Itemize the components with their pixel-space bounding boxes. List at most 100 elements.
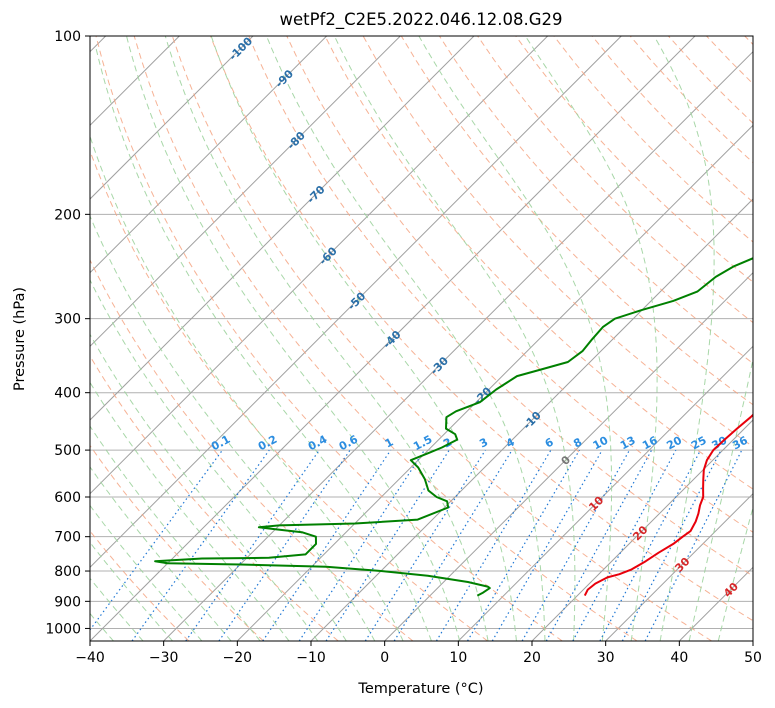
y-tick-label: 800 [54,564,81,580]
mixing-ratio-line [364,449,486,641]
isotherm-line [678,566,753,641]
isotherm-line [752,640,753,641]
y-tick-label: 500 [54,443,81,459]
moist-adiabat-line [653,36,715,641]
y-tick-label: 100 [54,29,81,45]
dewpoint-profile-line [154,257,753,597]
moist-adiabat-line [164,36,489,641]
x-tick-label: 0 [380,650,389,666]
y-axis-label: Pressure (hPa) [12,287,28,391]
dry-adiabat-line [477,36,753,324]
moist-adiabat-line [266,36,546,641]
dry-adiabat-line [668,36,753,124]
x-tick-label: 40 [670,650,688,666]
dry-adiabat-line [591,36,753,203]
moist-adiabat-line [90,134,404,641]
isotherm-line [90,36,549,495]
mixing-ratio-line [298,449,425,641]
dry-adiabat-label: -80 [285,129,308,152]
mixing-ratio-label: 6 [543,435,556,450]
isotherm-line [605,492,753,641]
moist-adiabat-line [90,214,376,641]
mixing-ratio-line [131,449,270,641]
mixing-ratio-label: 25 [689,434,709,453]
moist-adiabat-line [90,504,203,641]
y-tick-label: 400 [54,386,81,402]
isotherm-line [90,36,328,274]
y-axis: 100 200 300 400 500 600 700 800 900 1000 [45,29,90,637]
chart-title: wetPf2_C2E5.2022.046.12.08.G29 [279,10,562,30]
moist-adiabat-line [95,48,432,641]
mixing-ratio-label: 4 [504,435,517,450]
x-tick-label: 20 [523,650,541,666]
y-tick-label: 700 [54,530,81,546]
x-tick-label: 10 [449,650,467,666]
plot-frame [89,35,754,642]
dry-adiabat-line [210,36,753,622]
x-axis: −40 −30 −20 −10 0 10 20 30 40 50 [75,641,762,666]
mixing-ratio-line [325,449,450,641]
dry-adiabat-line [90,530,190,641]
isotherm-line [163,50,753,641]
moist-adiabat-line [524,36,658,641]
moist-adiabat-line [333,36,576,641]
isotherm-line [90,36,254,200]
moist-adiabat-line [90,541,173,641]
dry-adiabat-line [706,36,753,85]
mixing-ratio-line [218,449,351,641]
dry-adiabat-line [90,258,414,641]
isotherm-line [90,36,401,348]
mixing-ratio-line [185,449,320,641]
dry-adiabat-line [515,36,753,283]
isotherm-line [90,36,622,569]
mixing-ratio-line [393,449,513,641]
dry-adiabat-line [90,444,264,641]
isotherm-line [90,36,475,421]
mixing-ratio-line [521,449,631,641]
moist-adiabat-line [90,466,232,641]
x-tick-label: −10 [296,650,326,666]
moist-adiabat-line [90,381,290,641]
dry-adiabat-line [744,36,753,46]
mixing-ratio-line [572,449,677,641]
y-tick-label: 300 [54,312,81,328]
isotherm-line [531,419,753,641]
mixing-ratio-label: 20 [664,434,684,453]
x-tick-label: 30 [597,650,615,666]
x-tick-label: 50 [744,650,762,666]
dry-adiabat-line [171,36,712,641]
y-tick-label: 900 [54,594,81,610]
mixing-ratio-label: 3 [477,435,490,450]
dry-adiabat-line [438,36,753,365]
mixing-ratio-line [262,449,392,641]
moist-adiabat-line [418,36,613,641]
y-tick-label: 600 [54,490,81,506]
dry-adiabat-line [90,355,339,641]
isotherm-line [90,36,696,641]
mixing-ratio-line [599,449,702,641]
mixing-ratio-line [435,449,552,641]
dry-adiabat-line [95,36,563,641]
mixing-ratio-label: 13 [618,434,638,453]
mixing-ratio-label: 10 [591,434,611,453]
mixing-ratio-line [545,449,653,641]
x-tick-label: −40 [75,650,105,666]
moist-adiabat-line [90,425,261,641]
moist-adiabat-line [210,36,517,641]
y-tick-label: 1000 [45,621,81,637]
temperature-profile-line [583,413,753,597]
moist-adiabat-line [688,357,753,641]
isotherm-line [384,271,753,641]
dry-adiabat-line [286,36,753,533]
background-lines [90,36,753,641]
dry-adiabat-line [248,36,753,577]
moist-adiabat-line [90,333,319,641]
isotherm-line [457,345,753,641]
y-tick-label: 200 [54,207,81,223]
isotherm-line [236,124,753,641]
mixing-ratio-line [644,449,743,641]
mixing-ratio-line [466,449,580,641]
mixing-ratio-label: 16 [640,434,660,453]
moist-adiabat-line [717,505,753,641]
